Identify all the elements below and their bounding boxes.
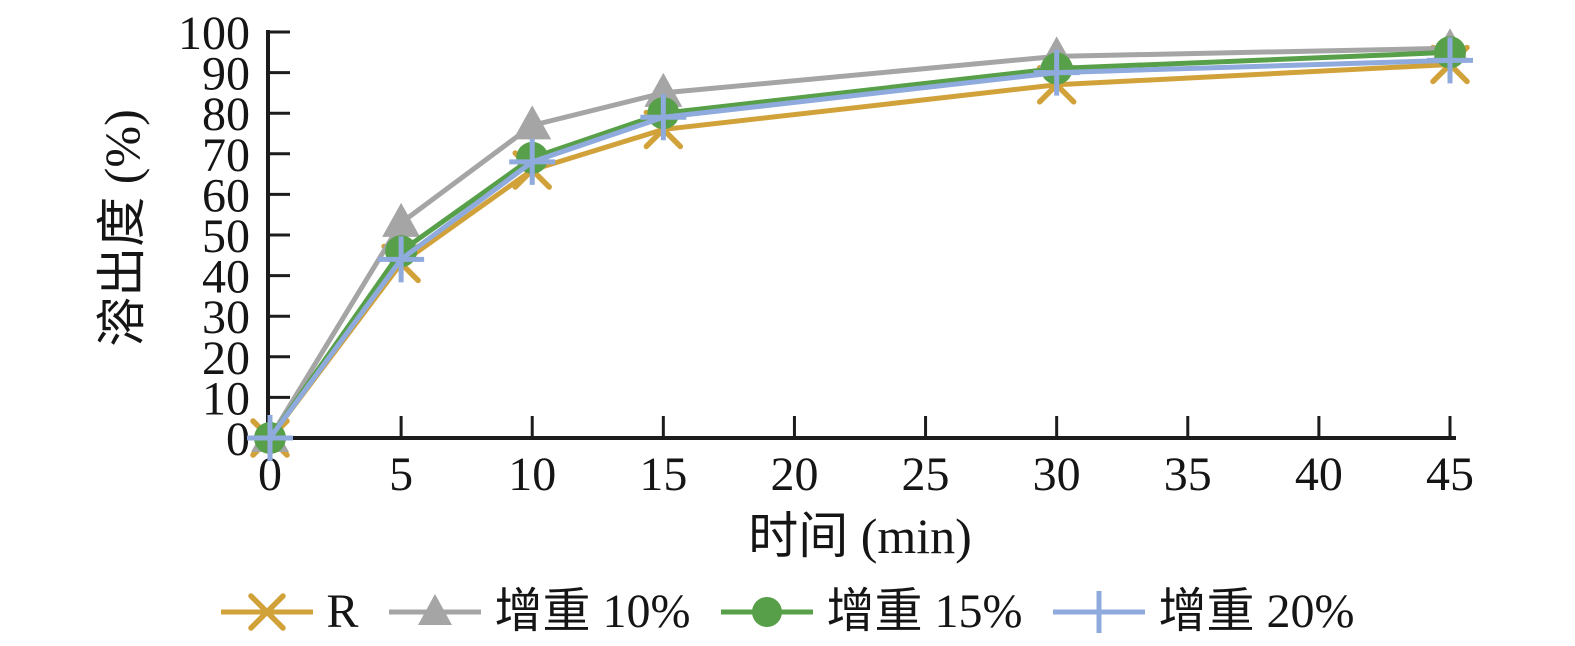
plus-marker-icon bbox=[1077, 591, 1120, 633]
y-axis-title: 溶出度 (%) bbox=[94, 109, 150, 347]
legend-item-3: 增重 20% bbox=[1052, 585, 1355, 638]
y-tick-label: 90 bbox=[202, 48, 250, 101]
series-line-0 bbox=[267, 61, 1453, 441]
triangle-marker-icon bbox=[382, 202, 421, 237]
x-tick-label: 5 bbox=[389, 448, 413, 501]
x-tick-label: 15 bbox=[639, 448, 687, 501]
legend-swatch-triangle-icon bbox=[388, 594, 481, 625]
x-tick-label: 30 bbox=[1033, 448, 1081, 501]
legend-label: R bbox=[326, 585, 359, 638]
x-marker-icon bbox=[247, 593, 286, 631]
circle-marker-icon bbox=[751, 597, 782, 627]
x-tick-label: 40 bbox=[1295, 448, 1343, 501]
legend-label: 增重 15% bbox=[826, 585, 1023, 638]
triangle-marker-icon bbox=[417, 594, 452, 625]
y-tick-label: 60 bbox=[202, 169, 250, 222]
legend-item-1: 增重 10% bbox=[388, 585, 691, 638]
triangle-marker-icon bbox=[644, 72, 683, 107]
x-tick-label: 20 bbox=[770, 448, 818, 501]
legend-item-2: 增重 15% bbox=[720, 585, 1023, 638]
x-axis-title: 时间 (min) bbox=[748, 508, 972, 564]
plus-marker-icon bbox=[1427, 37, 1473, 84]
legend-label: 增重 10% bbox=[494, 585, 691, 638]
legend-label: 增重 20% bbox=[1158, 585, 1355, 638]
plus-marker-icon bbox=[509, 138, 556, 185]
plus-marker-icon bbox=[640, 94, 687, 141]
series-line-2 bbox=[267, 49, 1453, 441]
y-tick-label: 20 bbox=[202, 332, 250, 385]
series-line-3 bbox=[267, 57, 1453, 441]
plus-marker-icon bbox=[378, 236, 425, 283]
y-tick-label: 40 bbox=[202, 251, 250, 304]
x-tick-label: 35 bbox=[1164, 448, 1212, 501]
y-tick-label: 80 bbox=[202, 88, 250, 141]
triangle-marker-icon bbox=[513, 105, 552, 140]
legend-swatch-circle-icon bbox=[720, 597, 813, 627]
y-tick-label: 100 bbox=[178, 7, 250, 60]
y-tick-label: 0 bbox=[226, 413, 250, 466]
x-tick-label: 25 bbox=[902, 448, 950, 501]
y-tick-label: 50 bbox=[202, 210, 250, 263]
plus-marker-icon bbox=[1033, 49, 1080, 96]
chart-legend: R 增重 10% 增重 15% 增重 20% bbox=[220, 585, 1355, 638]
y-tick-label: 30 bbox=[202, 291, 250, 344]
legend-swatch-plus-icon bbox=[1052, 591, 1145, 633]
legend-swatch-x-icon bbox=[220, 593, 313, 631]
x-tick-label: 10 bbox=[508, 448, 556, 501]
legend-item-0: R bbox=[220, 585, 359, 638]
x-tick-label: 45 bbox=[1426, 448, 1474, 501]
y-tick-label: 10 bbox=[202, 372, 250, 425]
plus-marker-icon bbox=[247, 415, 293, 461]
y-tick-label: 70 bbox=[202, 129, 250, 182]
